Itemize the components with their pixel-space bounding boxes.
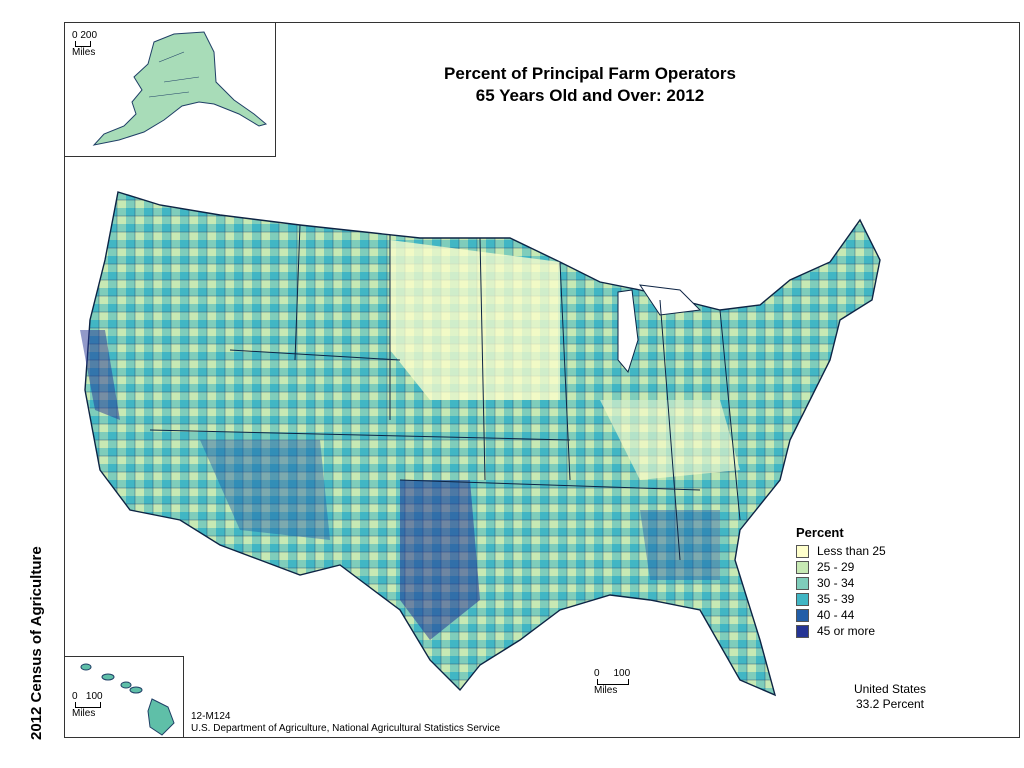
scale-zero-label: 0 [72, 691, 78, 702]
legend-swatch [796, 624, 809, 638]
scale-zero-label: 0 [594, 668, 600, 679]
legend-label: 40 - 44 [817, 608, 855, 622]
legend-swatch [796, 544, 809, 558]
side-title: 2012 Census of Agriculture [28, 546, 45, 740]
legend-label: 25 - 29 [817, 560, 855, 574]
legend-label: Less than 25 [817, 544, 886, 558]
summary-line-2: 33.2 Percent [855, 697, 925, 711]
alaska-inset: 0 200 Miles [64, 22, 276, 157]
legend-label: 45 or more [817, 624, 876, 638]
legend-label: 30 - 34 [817, 576, 855, 590]
scale-unit-label: Miles [594, 685, 618, 696]
us-outline [84, 191, 881, 697]
hawaii-shape [80, 663, 175, 736]
hawaii-scale: 0 100 Miles [72, 691, 103, 719]
title-line-2: 65 Years Old and Over: 2012 [475, 86, 705, 105]
alaska-shape [92, 31, 268, 146]
summary-line-1: United States [853, 682, 927, 696]
scale-distance-label: 200 [80, 30, 98, 41]
legend-item: 45 or more [796, 623, 886, 639]
source-credit: U.S. Department of Agriculture, National… [191, 723, 501, 734]
map-id: 12-M124 [191, 711, 231, 722]
legend-swatch [796, 592, 809, 606]
legend-title: Percent [796, 525, 844, 540]
credit: 12-M124 U.S. Department of Agriculture, … [191, 711, 500, 735]
legend-label: 35 - 39 [817, 592, 855, 606]
legend-item: Less than 25 [796, 543, 886, 559]
scale-distance-label: 100 [613, 668, 631, 679]
main-scale: 0 100 Miles [594, 668, 630, 696]
legend-swatch [796, 608, 809, 622]
map-title: Percent of Principal Farm Operators 65 Y… [400, 63, 780, 107]
scale-unit-label: Miles [72, 47, 96, 58]
scale-zero-label: 0 [72, 30, 78, 41]
scale-unit-label: Miles [72, 708, 96, 719]
scale-distance-label: 100 [85, 691, 103, 702]
legend: Percent Less than 25 25 - 29 30 - 34 35 … [796, 525, 886, 639]
us-summary: United States 33.2 Percent [830, 682, 950, 712]
legend-item: 40 - 44 [796, 607, 886, 623]
legend-item: 25 - 29 [796, 559, 886, 575]
map-frame [64, 22, 1020, 738]
legend-swatch [796, 560, 809, 574]
legend-item: 30 - 34 [796, 575, 886, 591]
legend-swatch [796, 576, 809, 590]
title-line-1: Percent of Principal Farm Operators [444, 64, 736, 83]
hawaii-inset: 0 100 Miles [64, 656, 184, 738]
alaska-scale: 0 200 Miles [72, 30, 97, 58]
legend-item: 35 - 39 [796, 591, 886, 607]
